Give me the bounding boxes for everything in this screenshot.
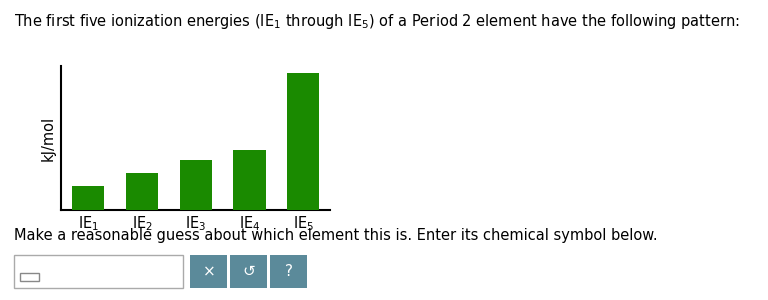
Y-axis label: kJ/mol: kJ/mol bbox=[41, 116, 56, 160]
Bar bbox=[126, 173, 158, 210]
Text: The first five ionization energies $\left(\mathrm{IE}_{1}\mathrm{\ through\ IE}_: The first five ionization energies $\lef… bbox=[14, 12, 740, 31]
Text: ↺: ↺ bbox=[243, 264, 255, 279]
Text: ×: × bbox=[203, 264, 215, 279]
Text: ?: ? bbox=[285, 264, 293, 279]
Bar bbox=[180, 160, 212, 210]
Bar bbox=[287, 73, 319, 210]
Bar bbox=[72, 185, 104, 210]
Bar bbox=[233, 150, 266, 210]
Text: Make a reasonable guess about which element this is. Enter its chemical symbol b: Make a reasonable guess about which elem… bbox=[14, 228, 657, 243]
